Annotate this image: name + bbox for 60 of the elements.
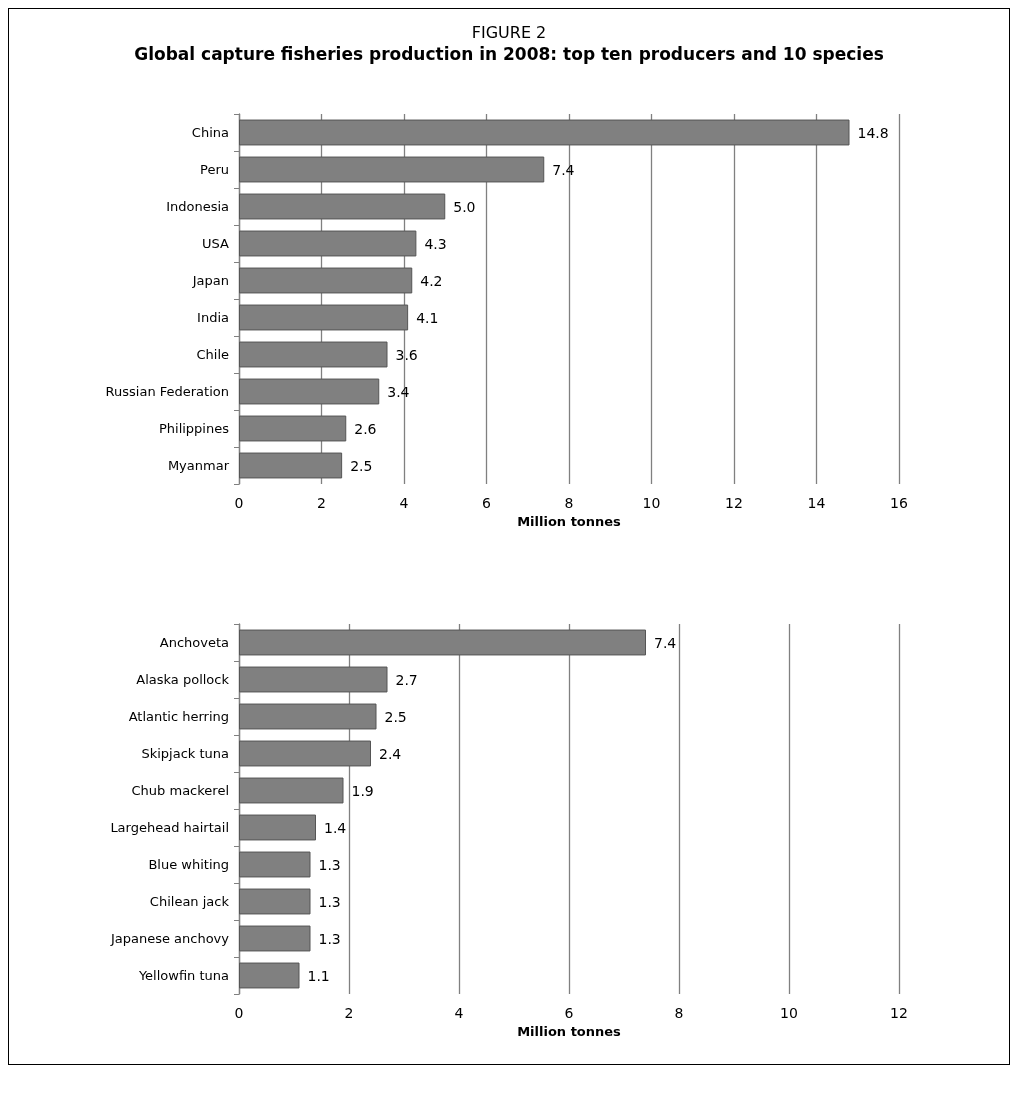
y-tick-label: Anchoveta: [159, 635, 229, 650]
y-tick-label: Philippines: [158, 421, 230, 436]
x-tick-label: 2: [317, 495, 326, 511]
data-label: 2.5: [384, 708, 407, 725]
y-tick-label: Skipjack tuna: [141, 746, 229, 761]
x-tick-label: 12: [890, 1005, 908, 1021]
x-tick-label: 14: [807, 495, 826, 511]
data-label: 2.6: [354, 420, 377, 437]
y-tick-label: China: [191, 125, 229, 140]
y-tick-label: USA: [202, 236, 230, 251]
y-tick-label: Chile: [196, 347, 229, 362]
chart-title: FIGURE 2: [470, 23, 548, 42]
x-tick-label: 2: [344, 1005, 354, 1021]
x-tick-label: 6: [482, 495, 492, 511]
y-tick-label: Largehead hairtail: [110, 820, 229, 835]
y-tick-label: Alaska pollock: [136, 672, 230, 687]
x-tick-label: 12: [725, 495, 743, 511]
y-tick-label: Indonesia: [166, 199, 229, 214]
x-tick-label: 4: [399, 495, 409, 511]
x-tick-label: 0: [234, 1005, 244, 1021]
y-tick-label: Chub mackerel: [131, 783, 229, 798]
data-label: 1.1: [307, 967, 330, 984]
data-label: 2.4: [379, 745, 402, 762]
data-label: 2.7: [395, 671, 418, 688]
data-label: 4.1: [416, 309, 439, 326]
y-tick-label: Japanese anchovy: [109, 931, 230, 946]
y-tick-label: Chilean jack: [149, 894, 230, 909]
x-axis-title: Million tonnes: [517, 513, 622, 529]
chart-subtitle: Global capture fisheries production in 2008: top ten producers and 10 species: [133, 44, 885, 64]
data-label: 1.3: [318, 856, 341, 873]
data-label: 1.4: [324, 819, 347, 836]
y-tick-label: Myanmar: [167, 458, 230, 473]
data-label: 4.2: [420, 272, 443, 289]
data-label: 14.8: [857, 124, 889, 141]
y-tick-label: Japan: [191, 273, 229, 288]
data-label: 7.4: [552, 161, 575, 178]
y-tick-label: Yellowfin tuna: [137, 968, 229, 983]
data-label: 3.4: [387, 383, 410, 400]
data-label: 1.3: [318, 930, 341, 947]
x-tick-label: 0: [234, 495, 244, 511]
data-label: 1.3: [318, 893, 341, 910]
x-tick-label: 16: [890, 495, 908, 511]
y-tick-label: Atlantic herring: [128, 709, 229, 724]
data-label: 1.9: [351, 782, 374, 799]
x-tick-label: 8: [564, 495, 574, 511]
y-tick-label: Peru: [200, 162, 229, 177]
x-tick-label: 10: [780, 1005, 798, 1021]
x-axis-title: Million tonnes: [517, 1023, 622, 1039]
data-label: 7.4: [654, 634, 677, 651]
data-label: 4.3: [424, 235, 447, 252]
y-tick-label: Blue whiting: [148, 857, 229, 872]
data-label: 5.0: [453, 198, 476, 215]
y-tick-label: India: [197, 310, 229, 325]
x-tick-label: 8: [674, 1005, 684, 1021]
x-tick-label: 10: [642, 495, 661, 511]
x-tick-label: 4: [454, 1005, 464, 1021]
y-tick-label: Russian Federation: [105, 384, 229, 399]
x-tick-label: 6: [564, 1005, 574, 1021]
data-label: 3.6: [395, 346, 418, 363]
data-label: 2.5: [350, 457, 373, 474]
